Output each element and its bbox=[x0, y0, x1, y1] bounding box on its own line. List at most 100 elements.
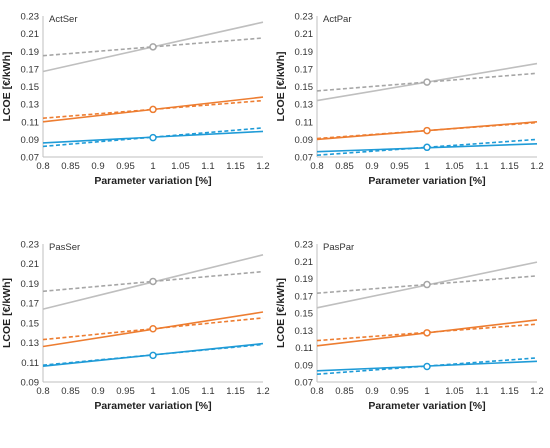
x-tick-label: 1.15 bbox=[500, 161, 519, 172]
panel-title: PasSer bbox=[49, 242, 80, 253]
y-tick-label: 0.09 bbox=[295, 360, 314, 371]
y-tick-label: 0.07 bbox=[295, 153, 314, 164]
x-tick-label: 0.8 bbox=[310, 161, 323, 172]
x-tick-label: 0.95 bbox=[116, 386, 135, 397]
y-tick-label: 0.13 bbox=[295, 326, 314, 337]
y-tick-label: 0.11 bbox=[21, 358, 39, 369]
x-tick-label: 0.95 bbox=[390, 161, 409, 172]
y-axis-title: LCOE [€/kWh] bbox=[275, 278, 287, 348]
series-line bbox=[316, 275, 538, 294]
x-tick-label: 1 bbox=[424, 161, 429, 172]
x-tick-label: 1.1 bbox=[201, 161, 214, 172]
x-tick-label: 0.85 bbox=[335, 161, 354, 172]
data-point-marker bbox=[149, 277, 157, 286]
y-tick-label: 0.11 bbox=[295, 117, 313, 128]
x-tick-label: 0.85 bbox=[61, 161, 80, 172]
y-tick-label: 0.15 bbox=[295, 309, 314, 320]
data-point-marker bbox=[149, 325, 157, 333]
y-tick-label: 0.17 bbox=[295, 64, 314, 75]
y-tick-label: 0.17 bbox=[21, 64, 40, 75]
x-tick-label: 1 bbox=[150, 161, 155, 172]
series-line bbox=[42, 99, 264, 119]
x-tick-label: 1.05 bbox=[445, 386, 464, 397]
x-axis-title: Parameter variation [%] bbox=[368, 175, 485, 187]
y-tick-label: 0.15 bbox=[21, 318, 40, 329]
chart-panel-actser: 0.07 0.09 0.11 0.13 0.15 0.17 0.19 0.21 0.23 0.8 0… bbox=[1, 12, 270, 188]
y-tick-label: 0.19 bbox=[295, 47, 314, 58]
series-line bbox=[316, 138, 538, 156]
chart-panel-actpar: 0.07 0.09 0.11 0.13 0.15 0.17 0.19 0.21 0.23 0.8 0… bbox=[275, 12, 544, 188]
series-line bbox=[316, 72, 538, 92]
x-tick-label: 1 bbox=[424, 386, 429, 397]
series-line bbox=[42, 343, 264, 366]
x-tick-label: 1.05 bbox=[171, 386, 190, 397]
x-tick-label: 0.85 bbox=[61, 386, 80, 397]
y-tick-label: 0.09 bbox=[295, 135, 314, 146]
series-line bbox=[316, 323, 538, 342]
data-point-marker bbox=[423, 126, 431, 135]
x-tick-label: 1.05 bbox=[171, 161, 190, 172]
data-point-marker bbox=[423, 143, 431, 152]
x-tick-label: 0.9 bbox=[365, 161, 378, 172]
x-tick-label: 1 bbox=[150, 386, 155, 397]
y-tick-label: 0.21 bbox=[21, 29, 40, 40]
x-tick-label: 1.15 bbox=[226, 386, 245, 397]
panel-title: ActSer bbox=[49, 14, 78, 25]
data-point-marker bbox=[423, 280, 431, 289]
data-point-marker bbox=[149, 105, 157, 114]
x-tick-label: 1.15 bbox=[500, 386, 519, 397]
y-tick-label: 0.11 bbox=[21, 117, 39, 128]
y-tick-label: 0.21 bbox=[295, 29, 314, 40]
y-tick-label: 0.19 bbox=[21, 279, 40, 290]
x-tick-label: 1.2 bbox=[530, 161, 543, 172]
x-tick-label: 1.05 bbox=[445, 161, 464, 172]
x-tick-label: 0.85 bbox=[335, 386, 354, 397]
x-tick-label: 1.15 bbox=[226, 161, 245, 172]
y-tick-label: 0.11 bbox=[295, 343, 313, 354]
x-tick-label: 0.9 bbox=[91, 386, 104, 397]
y-tick-label: 0.19 bbox=[295, 274, 314, 285]
x-tick-label: 1.1 bbox=[475, 386, 488, 397]
y-tick-label: 0.17 bbox=[21, 299, 40, 310]
y-tick-label: 0.23 bbox=[21, 12, 40, 23]
chart-panel-passer: 0.09 0.11 0.13 0.15 0.17 0.19 0.21 0.23 0.8 0.85 0… bbox=[1, 240, 270, 413]
data-point-marker bbox=[423, 78, 431, 86]
x-tick-label: 0.9 bbox=[91, 161, 104, 172]
x-axis-title: Parameter variation [%] bbox=[94, 175, 211, 187]
y-tick-label: 0.23 bbox=[295, 240, 314, 251]
x-axis-title: Parameter variation [%] bbox=[368, 400, 485, 412]
x-tick-label: 0.8 bbox=[310, 386, 323, 397]
x-tick-label: 1.2 bbox=[530, 386, 543, 397]
y-tick-label: 0.15 bbox=[295, 82, 314, 93]
panel-title: ActPar bbox=[323, 14, 352, 25]
x-tick-label: 1.1 bbox=[475, 161, 488, 172]
y-tick-label: 0.19 bbox=[21, 47, 40, 58]
y-axis-title: LCOE [€/kWh] bbox=[1, 278, 13, 348]
y-tick-label: 0.13 bbox=[295, 100, 314, 111]
y-tick-label: 0.07 bbox=[295, 378, 314, 389]
y-tick-label: 0.15 bbox=[21, 82, 40, 93]
data-point-marker bbox=[149, 43, 157, 51]
data-point-marker bbox=[149, 133, 157, 142]
series-line bbox=[42, 37, 264, 57]
x-tick-label: 0.8 bbox=[36, 386, 49, 397]
y-tick-label: 0.23 bbox=[21, 240, 40, 251]
data-point-marker bbox=[423, 362, 431, 371]
y-tick-label: 0.13 bbox=[21, 338, 40, 349]
y-tick-label: 0.09 bbox=[21, 378, 40, 389]
series-line bbox=[42, 127, 264, 148]
x-axis-title: Parameter variation [%] bbox=[94, 400, 211, 412]
series-line bbox=[316, 121, 538, 140]
series-line bbox=[42, 270, 264, 293]
x-tick-label: 1.2 bbox=[256, 161, 269, 172]
y-tick-label: 0.09 bbox=[21, 135, 40, 146]
y-tick-label: 0.13 bbox=[21, 100, 40, 111]
x-tick-label: 0.9 bbox=[365, 386, 378, 397]
data-point-marker bbox=[423, 329, 431, 337]
chart-panel-paspar: 0.07 0.09 0.11 0.13 0.15 0.17 0.19 0.21 0.23 0.8 0… bbox=[275, 240, 544, 413]
x-tick-label: 1.2 bbox=[256, 386, 269, 397]
x-tick-label: 0.95 bbox=[390, 386, 409, 397]
x-tick-label: 0.95 bbox=[116, 161, 135, 172]
y-tick-label: 0.17 bbox=[295, 291, 314, 302]
